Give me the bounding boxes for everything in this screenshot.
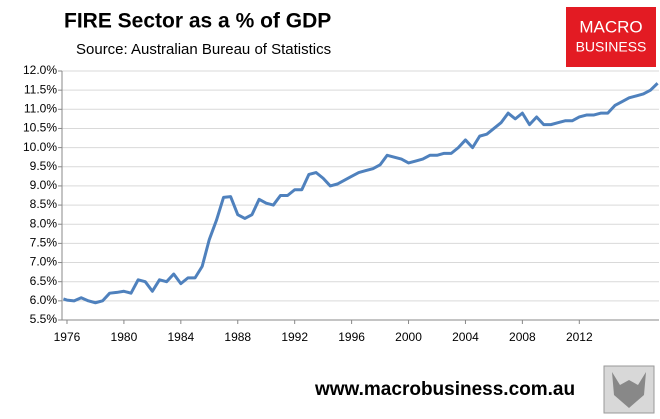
y-tick-label: 8.0% xyxy=(30,216,58,230)
y-tick-label: 5.5% xyxy=(30,312,58,326)
wolf-icon xyxy=(612,372,646,408)
x-tick-label: 1996 xyxy=(338,330,365,344)
logo-text: BUSINESS xyxy=(576,39,647,55)
x-tick-label: 1984 xyxy=(167,330,194,344)
y-tick-label: 10.0% xyxy=(23,140,57,154)
x-tick-label: 2000 xyxy=(395,330,422,344)
x-tick-label: 1988 xyxy=(224,330,251,344)
y-tick-label: 7.5% xyxy=(30,236,58,250)
y-tick-label: 12.0% xyxy=(23,63,57,77)
logo-text: MACRO xyxy=(579,17,642,36)
x-tick-label: 1980 xyxy=(111,330,138,344)
chart-subtitle: Source: Australian Bureau of Statistics xyxy=(76,41,331,58)
x-tick-label: 1992 xyxy=(281,330,308,344)
x-tick-label: 1976 xyxy=(54,330,81,344)
chart-title: FIRE Sector as a % of GDP xyxy=(64,10,331,33)
y-tick-label: 6.0% xyxy=(30,293,58,307)
y-tick-label: 10.5% xyxy=(23,121,57,135)
data-line xyxy=(62,82,659,305)
y-tick-label: 6.5% xyxy=(30,274,58,288)
y-tick-label: 7.0% xyxy=(30,255,58,269)
y-tick-label: 8.5% xyxy=(30,197,58,211)
x-tick-label: 2004 xyxy=(452,330,479,344)
x-tick-label: 2008 xyxy=(509,330,536,344)
y-tick-label: 9.5% xyxy=(30,159,58,173)
footer-url: www.macrobusiness.com.au xyxy=(314,379,575,400)
y-tick-label: 11.0% xyxy=(24,101,57,115)
y-tick-label: 9.0% xyxy=(30,178,58,192)
y-tick-label: 11.5% xyxy=(24,82,57,96)
logo-box xyxy=(566,7,656,67)
x-tick-label: 2012 xyxy=(566,330,593,344)
